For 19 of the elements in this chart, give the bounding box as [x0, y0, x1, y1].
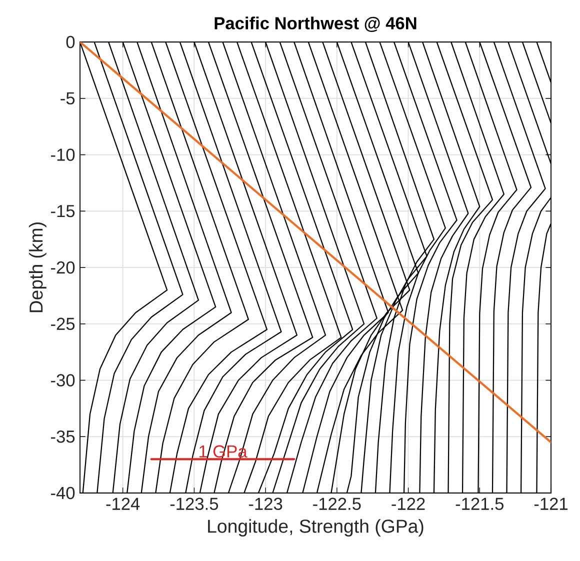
x-tick-label: -122	[392, 498, 425, 510]
y-tick-label: -10	[51, 148, 75, 161]
y-tick-label: -30	[51, 374, 75, 386]
y-axis-title: Depth (km)	[29, 222, 46, 312]
y-tick-label: -20	[51, 261, 75, 274]
x-tick-label: -123	[248, 498, 282, 510]
y-tick-label: -35	[51, 430, 75, 443]
x-tick-label: -123.5	[170, 498, 218, 510]
x-axis-title: Longitude, Strength (GPa)	[208, 519, 424, 537]
y-tick-label: -40	[51, 486, 75, 500]
x-tick-label: -121	[534, 498, 568, 510]
x-tick-label: -124	[106, 498, 140, 510]
y-tick-label: -25	[51, 318, 75, 330]
x-tick-label: -122.5	[313, 498, 361, 510]
y-tick-label: -5	[60, 92, 75, 104]
x-tick-label: -121.5	[456, 498, 504, 510]
chart-title: Pacific Northwest @ 46N	[214, 16, 416, 32]
y-tick-label: -15	[51, 205, 75, 218]
y-tick-label: 0	[66, 36, 75, 48]
